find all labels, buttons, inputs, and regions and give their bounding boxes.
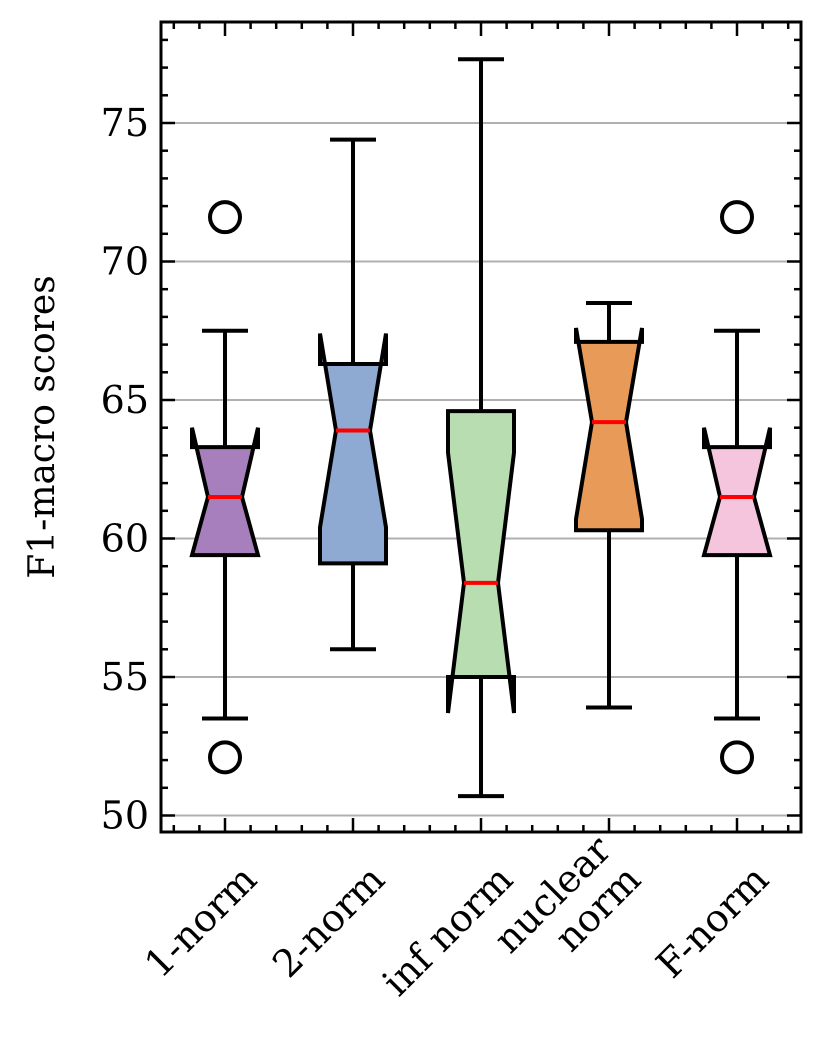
y-tick-label: 75 bbox=[101, 101, 149, 145]
y-axis-title: F1-macro scores bbox=[22, 275, 63, 578]
box-group bbox=[318, 137, 388, 652]
boxes-layer bbox=[189, 57, 773, 799]
box-group bbox=[446, 57, 516, 799]
outlier-point bbox=[208, 200, 242, 235]
y-tick-label: 60 bbox=[101, 517, 149, 561]
box-group bbox=[574, 301, 644, 710]
x-tick-label: F-norm bbox=[648, 857, 777, 986]
ticks-layer bbox=[161, 22, 801, 832]
box bbox=[446, 409, 516, 714]
y-tick-label: 65 bbox=[101, 378, 149, 422]
x-tick-label: 2-norm bbox=[264, 857, 393, 986]
box bbox=[189, 427, 261, 558]
outlier-point bbox=[720, 740, 754, 775]
box-group bbox=[701, 200, 773, 775]
x-tick-label: 1-norm bbox=[136, 857, 265, 986]
y-tick-label: 50 bbox=[101, 794, 149, 838]
y-tick-label: 70 bbox=[101, 240, 149, 284]
box bbox=[574, 327, 644, 533]
outlier-point bbox=[208, 740, 242, 775]
x-tick-label: nuclearnorm bbox=[485, 827, 649, 991]
y-tick-label: 55 bbox=[101, 655, 149, 699]
outlier-point bbox=[720, 200, 754, 235]
box-group bbox=[189, 200, 261, 775]
box bbox=[318, 333, 388, 566]
box bbox=[701, 427, 773, 558]
